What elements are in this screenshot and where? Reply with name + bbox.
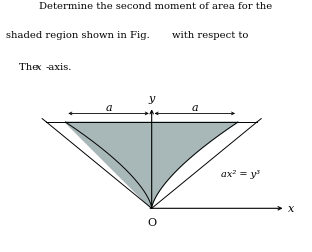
Text: The: The — [19, 63, 41, 72]
Text: a: a — [105, 102, 112, 112]
Text: Determine the second moment of area for the: Determine the second moment of area for … — [39, 2, 273, 11]
Text: x: x — [36, 63, 41, 72]
Text: with respect to: with respect to — [172, 31, 248, 40]
Text: a: a — [192, 102, 198, 112]
Text: -axis.: -axis. — [45, 63, 72, 72]
Text: x: x — [288, 204, 294, 213]
Text: shaded region shown in Fig.: shaded region shown in Fig. — [6, 31, 150, 40]
Text: ax² = y³: ax² = y³ — [221, 170, 260, 179]
Text: y: y — [149, 94, 155, 104]
Text: O: O — [147, 217, 156, 227]
Polygon shape — [66, 122, 238, 208]
